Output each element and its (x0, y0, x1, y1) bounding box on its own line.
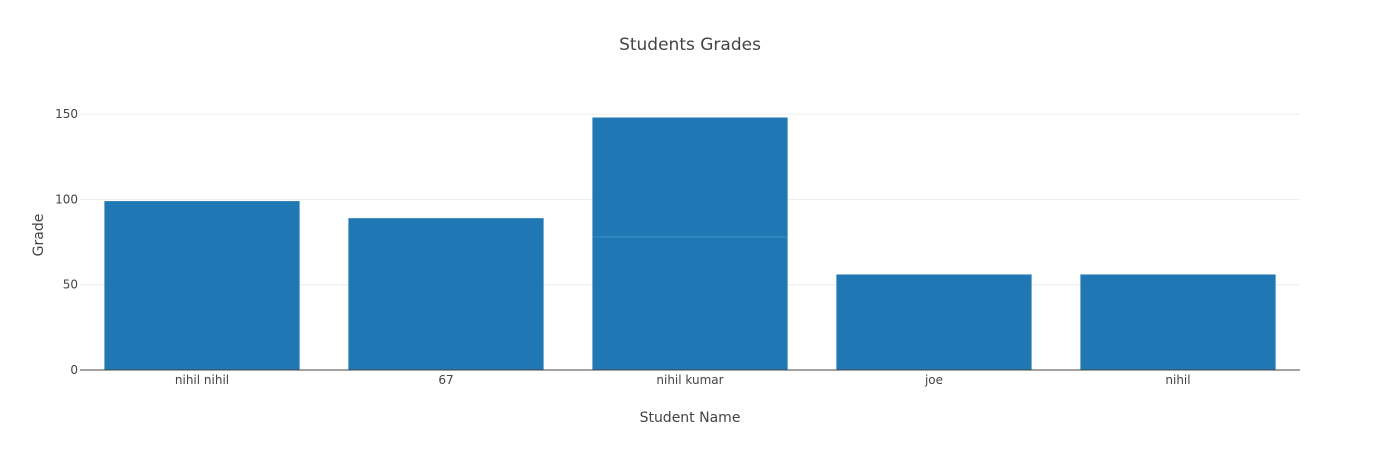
chart-title: Students Grades (619, 35, 761, 55)
x-tick-labels: nihil nihil 67 nihil kumar joe nihil (175, 373, 1191, 387)
bar-1[interactable] (348, 218, 544, 370)
bars (104, 117, 1276, 370)
x-tick-label: nihil (1165, 373, 1190, 387)
bar-3[interactable] (836, 274, 1032, 370)
bar-4[interactable] (1080, 274, 1276, 370)
y-axis-title: Grade (31, 214, 47, 257)
x-tick-label: 67 (438, 373, 453, 387)
y-tick-label: 0 (70, 363, 78, 377)
y-tick-label: 100 (55, 192, 78, 206)
x-axis-title: Student Name (640, 410, 741, 426)
bar-0[interactable] (104, 201, 300, 370)
y-tick-labels: 0 50 100 150 (55, 107, 78, 377)
bar-2-segment-1[interactable] (592, 117, 788, 237)
x-tick-label: joe (924, 373, 943, 387)
y-tick-label: 50 (63, 278, 78, 292)
x-tick-label: nihil nihil (175, 373, 229, 387)
y-tick-label: 150 (55, 107, 78, 121)
bar-2-segment-0[interactable] (592, 236, 788, 370)
x-tick-label: nihil kumar (656, 373, 723, 387)
